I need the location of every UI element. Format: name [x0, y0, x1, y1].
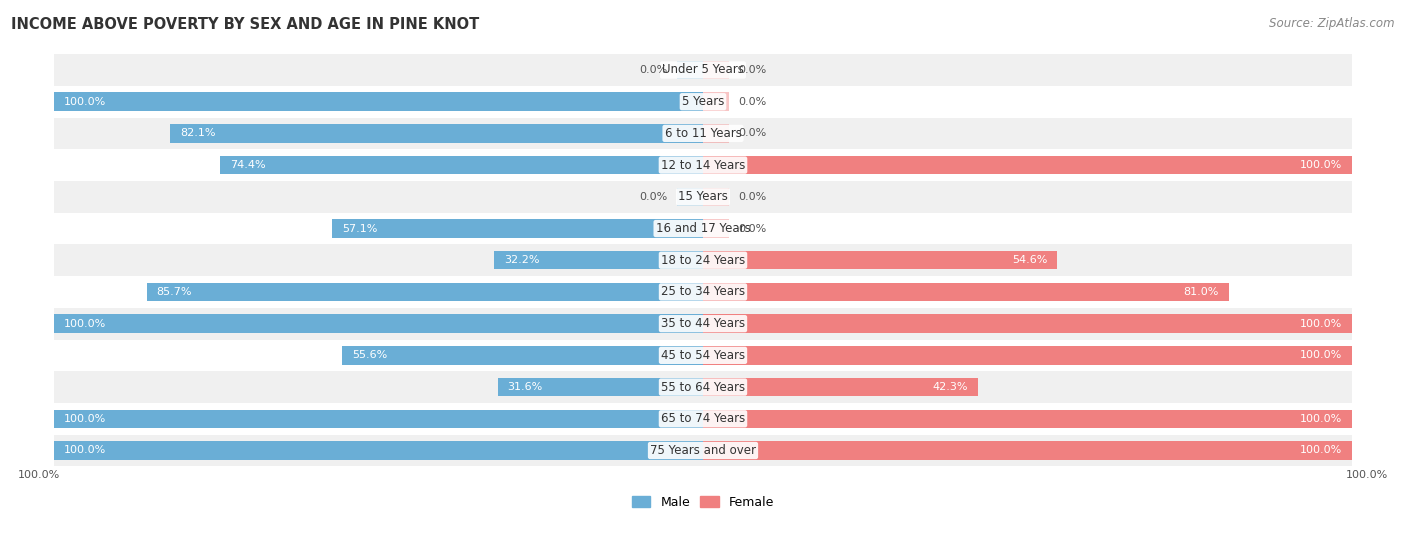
- Text: 16 and 17 Years: 16 and 17 Years: [655, 222, 751, 235]
- Text: 54.6%: 54.6%: [1012, 255, 1047, 265]
- Bar: [53, 339, 1353, 371]
- Bar: [53, 244, 1353, 276]
- Bar: [53, 276, 1353, 308]
- Text: 31.6%: 31.6%: [508, 382, 543, 392]
- Bar: [703, 346, 1353, 364]
- Text: 45 to 54 Years: 45 to 54 Years: [661, 349, 745, 362]
- Text: 82.1%: 82.1%: [180, 129, 215, 139]
- Bar: [678, 188, 703, 206]
- Text: 0.0%: 0.0%: [738, 192, 766, 202]
- Text: 57.1%: 57.1%: [342, 224, 377, 234]
- Text: 100.0%: 100.0%: [1301, 446, 1343, 456]
- Bar: [494, 251, 703, 269]
- Bar: [53, 117, 1353, 149]
- Bar: [53, 149, 1353, 181]
- Bar: [53, 92, 703, 111]
- Bar: [53, 308, 1353, 339]
- Bar: [703, 315, 1353, 333]
- Text: Under 5 Years: Under 5 Years: [662, 64, 744, 77]
- Text: 0.0%: 0.0%: [640, 65, 668, 75]
- Text: 85.7%: 85.7%: [156, 287, 193, 297]
- Bar: [221, 156, 703, 174]
- Text: 0.0%: 0.0%: [738, 224, 766, 234]
- Bar: [703, 92, 728, 111]
- Text: 100.0%: 100.0%: [63, 319, 105, 329]
- Text: 65 to 74 Years: 65 to 74 Years: [661, 413, 745, 425]
- Text: 25 to 34 Years: 25 to 34 Years: [661, 286, 745, 299]
- Text: 0.0%: 0.0%: [738, 65, 766, 75]
- Text: INCOME ABOVE POVERTY BY SEX AND AGE IN PINE KNOT: INCOME ABOVE POVERTY BY SEX AND AGE IN P…: [11, 17, 479, 32]
- Text: 100.0%: 100.0%: [63, 414, 105, 424]
- Text: 55.6%: 55.6%: [352, 350, 387, 361]
- Bar: [53, 410, 703, 428]
- Text: 55 to 64 Years: 55 to 64 Years: [661, 381, 745, 394]
- Bar: [53, 371, 1353, 403]
- Text: 75 Years and over: 75 Years and over: [650, 444, 756, 457]
- Legend: Male, Female: Male, Female: [627, 491, 779, 514]
- Text: 18 to 24 Years: 18 to 24 Years: [661, 254, 745, 267]
- Bar: [53, 315, 703, 333]
- Text: 100.0%: 100.0%: [63, 446, 105, 456]
- Bar: [703, 61, 728, 79]
- Bar: [53, 54, 1353, 86]
- Bar: [703, 156, 1353, 174]
- Text: 0.0%: 0.0%: [738, 129, 766, 139]
- Text: 42.3%: 42.3%: [932, 382, 967, 392]
- Text: 100.0%: 100.0%: [1301, 319, 1343, 329]
- Bar: [332, 219, 703, 238]
- Bar: [53, 86, 1353, 117]
- Bar: [703, 188, 728, 206]
- Bar: [53, 181, 1353, 212]
- Bar: [703, 251, 1057, 269]
- Bar: [703, 378, 977, 396]
- Text: 100.0%: 100.0%: [18, 470, 60, 480]
- Text: 5 Years: 5 Years: [682, 95, 724, 108]
- Text: Source: ZipAtlas.com: Source: ZipAtlas.com: [1270, 17, 1395, 30]
- Bar: [342, 346, 703, 364]
- Bar: [703, 283, 1229, 301]
- Text: 74.4%: 74.4%: [229, 160, 266, 170]
- Bar: [498, 378, 703, 396]
- Text: 100.0%: 100.0%: [63, 97, 105, 107]
- Bar: [703, 410, 1353, 428]
- Text: 100.0%: 100.0%: [1301, 160, 1343, 170]
- Bar: [53, 212, 1353, 244]
- Bar: [703, 219, 728, 238]
- Text: 6 to 11 Years: 6 to 11 Years: [665, 127, 741, 140]
- Bar: [703, 124, 728, 143]
- Bar: [53, 403, 1353, 435]
- Text: 12 to 14 Years: 12 to 14 Years: [661, 159, 745, 172]
- Bar: [53, 435, 1353, 466]
- Bar: [678, 61, 703, 79]
- Text: 81.0%: 81.0%: [1184, 287, 1219, 297]
- Bar: [53, 441, 703, 459]
- Text: 35 to 44 Years: 35 to 44 Years: [661, 317, 745, 330]
- Text: 100.0%: 100.0%: [1346, 470, 1388, 480]
- Bar: [170, 124, 703, 143]
- Text: 0.0%: 0.0%: [640, 192, 668, 202]
- Text: 15 Years: 15 Years: [678, 190, 728, 203]
- Text: 0.0%: 0.0%: [738, 97, 766, 107]
- Text: 100.0%: 100.0%: [1301, 350, 1343, 361]
- Text: 100.0%: 100.0%: [1301, 414, 1343, 424]
- Bar: [703, 441, 1353, 459]
- Text: 32.2%: 32.2%: [503, 255, 540, 265]
- Bar: [146, 283, 703, 301]
